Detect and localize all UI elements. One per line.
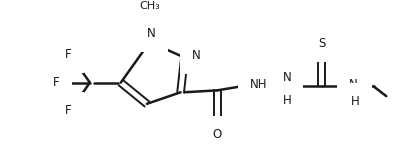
Text: N: N (192, 49, 201, 62)
Text: F: F (53, 76, 60, 89)
Text: CH₃: CH₃ (139, 1, 160, 11)
Text: S: S (318, 37, 325, 50)
Text: H: H (351, 95, 360, 108)
Text: F: F (65, 104, 72, 117)
Text: H: H (282, 94, 291, 107)
Text: O: O (213, 128, 222, 141)
Text: NH: NH (250, 78, 268, 91)
Text: N: N (282, 71, 291, 84)
Text: N: N (147, 27, 156, 40)
Text: F: F (65, 48, 72, 61)
Text: N: N (348, 78, 357, 91)
